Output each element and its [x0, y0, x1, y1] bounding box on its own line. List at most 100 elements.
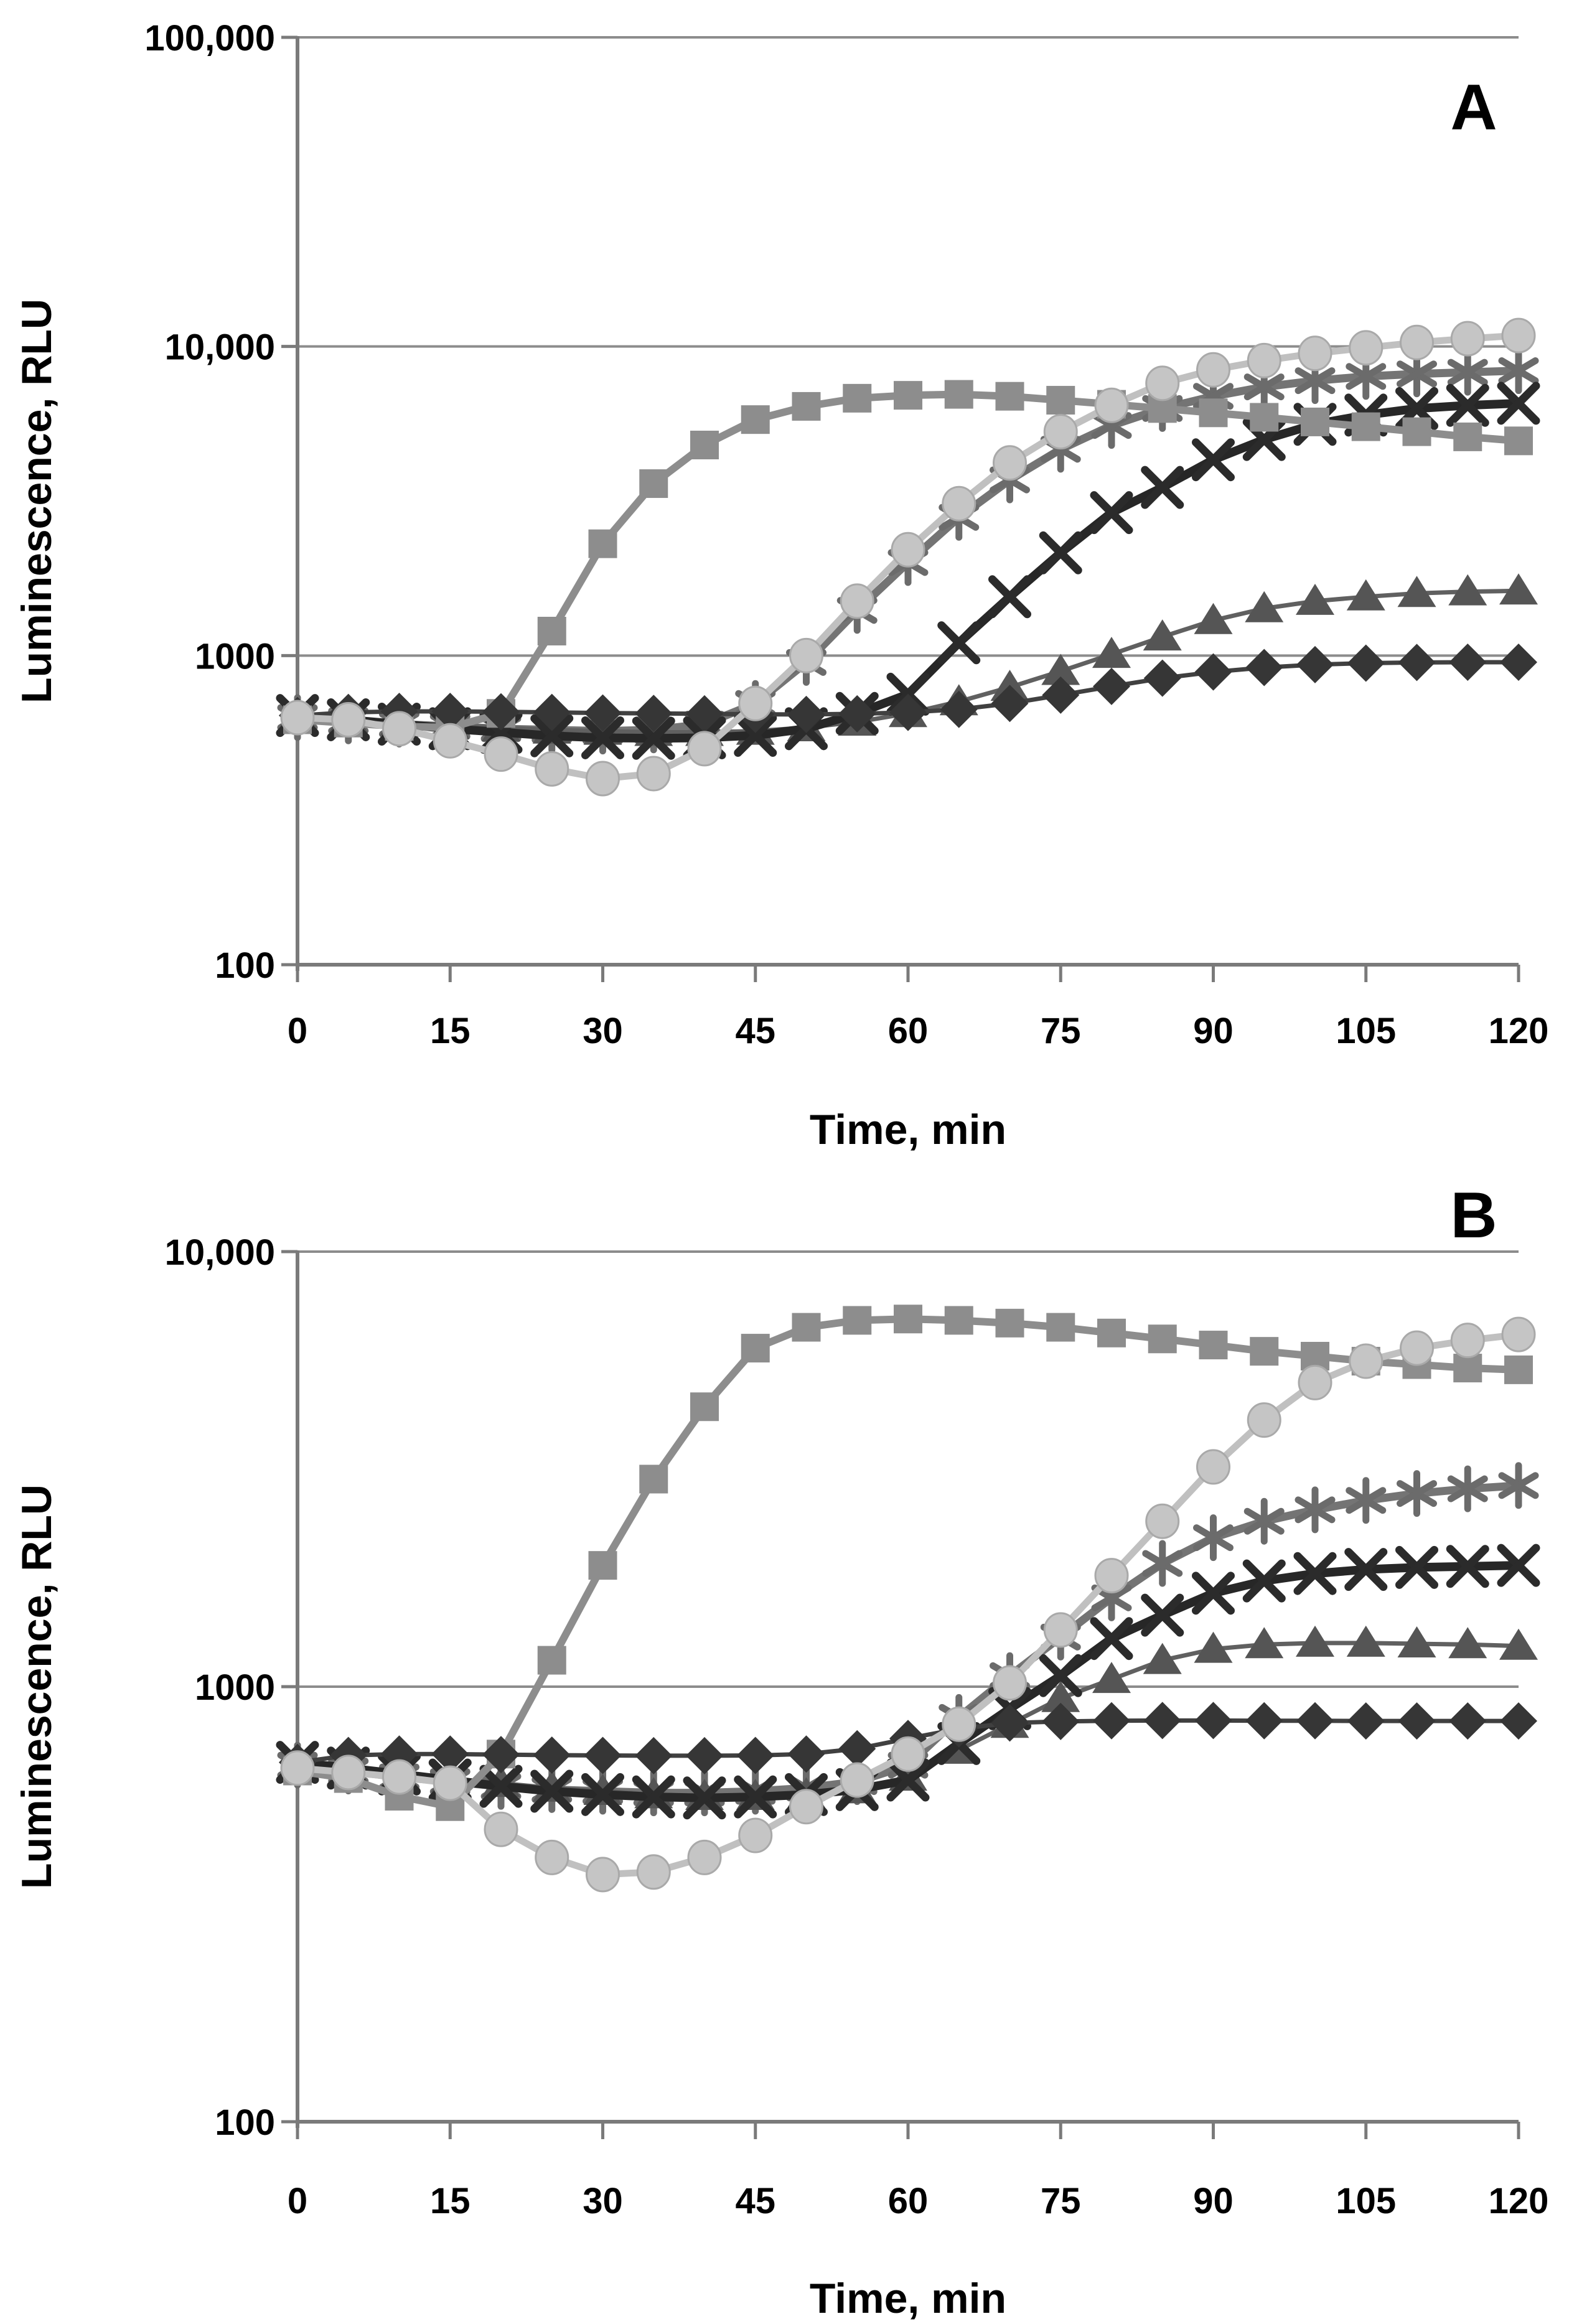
- square-marker: [1504, 426, 1533, 456]
- circle-marker: [738, 685, 773, 721]
- diamond-marker: [1042, 676, 1080, 714]
- star-marker: [1447, 1475, 1488, 1502]
- triangle-marker: [1448, 574, 1487, 606]
- diamond-marker: [1245, 1702, 1283, 1740]
- circle-marker: [1450, 1323, 1485, 1359]
- diamond-marker: [686, 695, 723, 733]
- star-marker: [1243, 1507, 1285, 1535]
- triangle-marker: [1499, 573, 1538, 605]
- circle-marker: [331, 1755, 366, 1791]
- circle-marker: [687, 1839, 722, 1875]
- diamond-marker: [1296, 1702, 1334, 1740]
- circle-marker: [382, 711, 416, 747]
- circle-marker: [1400, 1330, 1434, 1366]
- circle-marker: [789, 1789, 823, 1825]
- circle-marker: [1094, 1558, 1129, 1594]
- x-marker: [1446, 1545, 1489, 1588]
- square-marker: [843, 1306, 872, 1335]
- x-axis-tick-label: 30: [583, 2181, 623, 2221]
- diamond-marker: [533, 693, 571, 731]
- diamond-marker: [1500, 1702, 1537, 1740]
- x-axis-tick-label: 60: [888, 2181, 929, 2221]
- diamond-marker: [736, 1736, 774, 1774]
- star-marker: [1142, 1550, 1183, 1577]
- x-marker: [632, 1775, 675, 1819]
- diamond-marker: [1093, 667, 1130, 705]
- square-marker: [588, 1551, 617, 1580]
- x-marker: [1090, 491, 1133, 535]
- square-marker: [690, 1392, 719, 1422]
- y-axis-title: Luminescence, RLU: [13, 299, 60, 703]
- x-marker: [1039, 531, 1082, 574]
- triangle-marker: [1041, 654, 1080, 685]
- series-circle-series: [280, 1316, 1536, 1893]
- square-marker: [995, 1308, 1024, 1338]
- triangle-marker: [1092, 637, 1131, 668]
- diamond-marker: [533, 1736, 571, 1774]
- x-marker: [1344, 1548, 1388, 1591]
- x-marker: [1090, 1617, 1133, 1661]
- x-marker: [1293, 1552, 1337, 1595]
- x-axis-tick-label: 0: [288, 1011, 307, 1051]
- triangle-marker: [1448, 1627, 1487, 1659]
- diamond-marker: [482, 693, 520, 731]
- diamond-marker: [1194, 1702, 1232, 1740]
- triangle-marker: [1296, 583, 1334, 615]
- circle-marker: [1400, 324, 1434, 360]
- diamond-marker: [1398, 1702, 1436, 1740]
- x-marker: [530, 714, 574, 757]
- x-marker: [988, 575, 1031, 619]
- square-marker: [1199, 1331, 1228, 1360]
- x-marker: [937, 621, 981, 665]
- triangle-marker: [1397, 1626, 1436, 1658]
- square-marker: [1453, 1354, 1482, 1383]
- diamond-marker: [1245, 649, 1283, 686]
- square-marker: [1046, 386, 1075, 415]
- square-marker: [792, 1313, 821, 1342]
- x-marker: [1242, 1559, 1286, 1603]
- diamond-marker: [1500, 643, 1537, 681]
- star-marker: [1346, 1487, 1387, 1514]
- diamond-marker: [635, 1736, 673, 1774]
- circle-marker: [636, 756, 671, 792]
- diamond-marker: [1093, 1702, 1130, 1740]
- circle-marker: [1247, 1402, 1281, 1438]
- diamond-marker: [1449, 1702, 1487, 1740]
- triangle-marker: [1194, 602, 1233, 634]
- square-marker: [1046, 1313, 1075, 1342]
- x-marker: [683, 1776, 726, 1820]
- y-axis-tick-label: 100: [215, 945, 275, 986]
- diamond-marker: [584, 1736, 622, 1774]
- x-axis-tick-label: 75: [1041, 2181, 1081, 2221]
- circle-marker: [331, 701, 366, 738]
- circle-marker: [1247, 342, 1281, 378]
- circle-marker: [1501, 1316, 1536, 1352]
- diamond-marker: [838, 695, 876, 733]
- square-marker: [843, 383, 872, 413]
- star-marker: [1498, 1472, 1539, 1499]
- y-axis-tick-label: 100,000: [144, 18, 275, 59]
- square-marker: [1250, 1337, 1279, 1366]
- triangle-marker: [1346, 1625, 1385, 1657]
- y-axis-tick-label: 1000: [195, 1667, 275, 1708]
- square-marker: [741, 405, 770, 434]
- diamond-marker: [991, 1704, 1029, 1742]
- square-marker: [1351, 412, 1380, 441]
- diamond-marker: [482, 1736, 520, 1774]
- diamond-marker: [838, 1730, 876, 1768]
- y-axis-title: Luminescence, RLU: [13, 1484, 60, 1889]
- diamond-marker: [1143, 1702, 1181, 1740]
- x-axis-tick-label: 30: [583, 1011, 623, 1051]
- circle-marker: [1450, 321, 1485, 357]
- circle-marker: [280, 700, 315, 736]
- circle-marker: [1298, 1364, 1332, 1400]
- x-marker: [1446, 383, 1489, 427]
- circle-marker: [535, 751, 569, 787]
- diamond-marker: [635, 695, 673, 733]
- x-marker: [632, 716, 675, 760]
- circle-marker: [433, 723, 467, 759]
- triangle-marker: [1397, 576, 1436, 607]
- diamond-marker: [431, 692, 469, 730]
